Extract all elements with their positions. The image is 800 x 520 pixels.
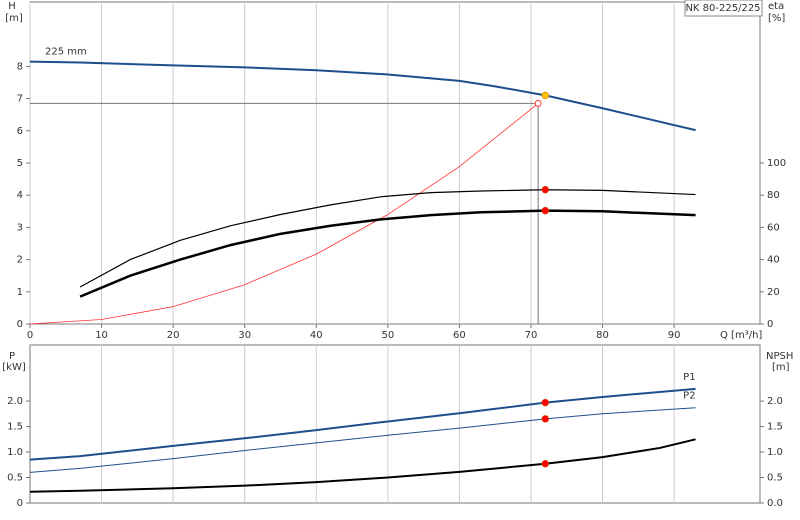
x-tick-label: 90 <box>668 330 681 341</box>
operating-point <box>541 206 550 215</box>
x-tick-label: 50 <box>381 330 394 341</box>
y2-tick-label: 100 <box>767 158 786 169</box>
y-tick-label: 5 <box>17 158 23 169</box>
x-tick-label: 0 <box>27 330 33 341</box>
y-tick-label: 2 <box>17 255 23 266</box>
y-label: H <box>8 1 16 12</box>
y2-tick-label: 0.0 <box>767 498 783 509</box>
operating-point <box>541 398 550 407</box>
y-tick-label: 8 <box>17 61 23 72</box>
y-tick-label: 0.5 <box>7 473 23 484</box>
plot-frame <box>29 1 761 325</box>
y2-tick-label: 1.0 <box>767 447 783 458</box>
series-line <box>79 189 696 288</box>
y-unit: [kW] <box>2 362 26 373</box>
y-tick-label: 0 <box>17 498 23 509</box>
y2-label: eta <box>768 1 784 12</box>
series-line <box>29 103 539 325</box>
chart-title: NK 80-225/225 <box>685 3 760 14</box>
x-tick-label: 80 <box>596 330 609 341</box>
y-label: P <box>9 351 15 362</box>
y-tick-label: 0 <box>17 319 23 330</box>
series-label: 225 mm <box>45 47 87 58</box>
duty-point <box>534 99 542 107</box>
operating-point <box>541 91 550 100</box>
x-tick-label: 30 <box>238 330 251 341</box>
y2-tick-label: 1.5 <box>767 422 783 433</box>
operating-point <box>541 460 550 468</box>
plot-frame <box>29 344 761 504</box>
y2-unit: [%] <box>768 13 785 24</box>
series-line <box>79 209 696 298</box>
y2-tick-label: 80 <box>767 190 780 201</box>
y-tick-label: 1 <box>17 287 23 298</box>
series-line <box>29 60 696 132</box>
series-line <box>29 438 696 493</box>
x-tick-label: 60 <box>453 330 466 341</box>
y-unit: [m] <box>5 13 23 24</box>
series-line <box>29 407 696 473</box>
operating-point <box>541 415 550 423</box>
y2-tick-label: 20 <box>767 287 780 298</box>
y2-label: NPSH <box>766 351 793 362</box>
x-label: Q [m³/h] <box>720 330 762 341</box>
y-tick-label: 1.5 <box>7 422 23 433</box>
y-tick-label: 7 <box>17 94 23 105</box>
series-line <box>29 387 696 461</box>
y2-tick-label: 0 <box>767 319 773 330</box>
x-tick-label: 40 <box>310 330 323 341</box>
x-tick-label: 70 <box>525 330 538 341</box>
y2-tick-label: 2.0 <box>767 396 783 407</box>
y-tick-label: 1.0 <box>7 447 23 458</box>
y2-unit: [m] <box>772 362 790 373</box>
x-tick-label: 10 <box>95 330 108 341</box>
y-tick-label: 4 <box>17 190 23 201</box>
y-tick-label: 3 <box>17 222 23 233</box>
title-box <box>684 0 763 17</box>
series-label: P2 <box>683 391 695 402</box>
series-label: P1 <box>683 372 695 383</box>
y2-tick-label: 40 <box>767 255 780 266</box>
operating-point <box>541 185 550 194</box>
y-tick-label: 2.0 <box>7 396 23 407</box>
y2-tick-label: 60 <box>767 222 780 233</box>
y-tick-label: 6 <box>17 126 23 137</box>
y2-tick-label: 0.5 <box>767 473 783 484</box>
x-tick-label: 20 <box>167 330 180 341</box>
